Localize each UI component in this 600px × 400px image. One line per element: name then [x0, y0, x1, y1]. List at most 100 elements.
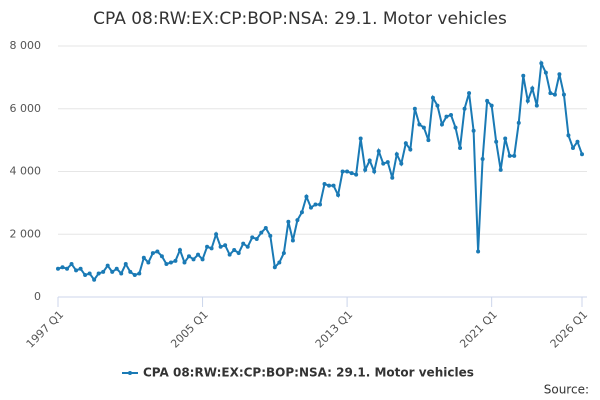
point [444, 114, 449, 119]
point [182, 260, 187, 265]
x-tick-label: 1997 Q1 [24, 308, 67, 351]
point [137, 271, 142, 276]
point [304, 194, 309, 199]
point [132, 273, 137, 278]
point [503, 136, 508, 141]
point [128, 269, 133, 274]
point [507, 153, 512, 158]
point [372, 169, 377, 174]
point [87, 271, 92, 276]
x-tick-label: 2021 Q1 [457, 308, 500, 351]
x-tick-label: 2013 Q1 [313, 308, 356, 351]
point [168, 260, 173, 265]
point [439, 122, 444, 127]
point [110, 269, 115, 274]
x-tick-label: 2026 Q1 [548, 308, 591, 351]
point [498, 167, 503, 172]
point [78, 266, 83, 271]
point [430, 95, 435, 100]
point [286, 219, 291, 224]
point [381, 161, 386, 166]
point [223, 243, 228, 248]
point [476, 249, 481, 254]
point [566, 133, 571, 138]
point [263, 225, 268, 230]
y-tick-label: 0 [34, 290, 41, 303]
point [196, 252, 201, 257]
point [313, 202, 318, 207]
point [205, 244, 210, 249]
point [173, 258, 178, 263]
point [96, 271, 101, 276]
point [358, 136, 363, 141]
point [345, 169, 350, 174]
point [191, 257, 196, 262]
legend-label: CPA 08:RW:EX:CP:BOP:NSA: 29.1. Motor veh… [143, 366, 474, 380]
point [322, 182, 327, 187]
point [327, 183, 332, 188]
point [408, 147, 413, 152]
point [69, 262, 74, 267]
point [489, 103, 494, 108]
point [485, 98, 490, 103]
point [561, 92, 566, 97]
point [218, 244, 223, 249]
point [331, 183, 336, 188]
point [272, 265, 277, 270]
point [516, 120, 521, 125]
point [119, 271, 124, 276]
point [385, 160, 390, 165]
point [521, 73, 526, 78]
point [494, 139, 499, 144]
point [458, 145, 463, 150]
point [214, 232, 219, 237]
point [299, 210, 304, 215]
point [281, 251, 286, 256]
point [539, 61, 544, 66]
point [308, 205, 313, 210]
x-tick-label: 2005 Q1 [168, 308, 211, 351]
point [241, 241, 246, 246]
point [421, 125, 426, 130]
point [412, 106, 417, 111]
point [187, 254, 191, 259]
point [250, 235, 255, 240]
y-tick-label: 4 000 [10, 165, 42, 178]
point [245, 244, 250, 249]
point [394, 152, 399, 157]
point [268, 233, 273, 238]
point [426, 138, 431, 143]
point [236, 251, 241, 256]
point [367, 158, 372, 163]
point [254, 236, 259, 241]
chart-title: CPA 08:RW:EX:CP:BOP:NSA: 29.1. Motor veh… [93, 9, 507, 29]
point [543, 70, 548, 75]
point [295, 218, 300, 223]
point [390, 175, 395, 180]
point [318, 202, 322, 207]
point [403, 141, 408, 146]
source: Source: [544, 383, 589, 397]
y-tick-label: 2 000 [10, 227, 42, 240]
point [580, 152, 584, 157]
point [146, 260, 151, 265]
point [114, 266, 119, 271]
point [363, 167, 368, 172]
point [480, 156, 485, 161]
y-tick-label: 8 000 [10, 39, 42, 52]
point [552, 92, 557, 97]
point [449, 113, 453, 118]
point [534, 103, 539, 108]
point [462, 106, 467, 111]
point [399, 161, 404, 166]
point [141, 255, 146, 260]
point [232, 247, 237, 252]
point [471, 128, 476, 133]
point [557, 72, 562, 77]
point [60, 265, 65, 270]
point [209, 246, 214, 251]
point [164, 262, 169, 267]
point [259, 230, 264, 235]
point [177, 247, 182, 252]
